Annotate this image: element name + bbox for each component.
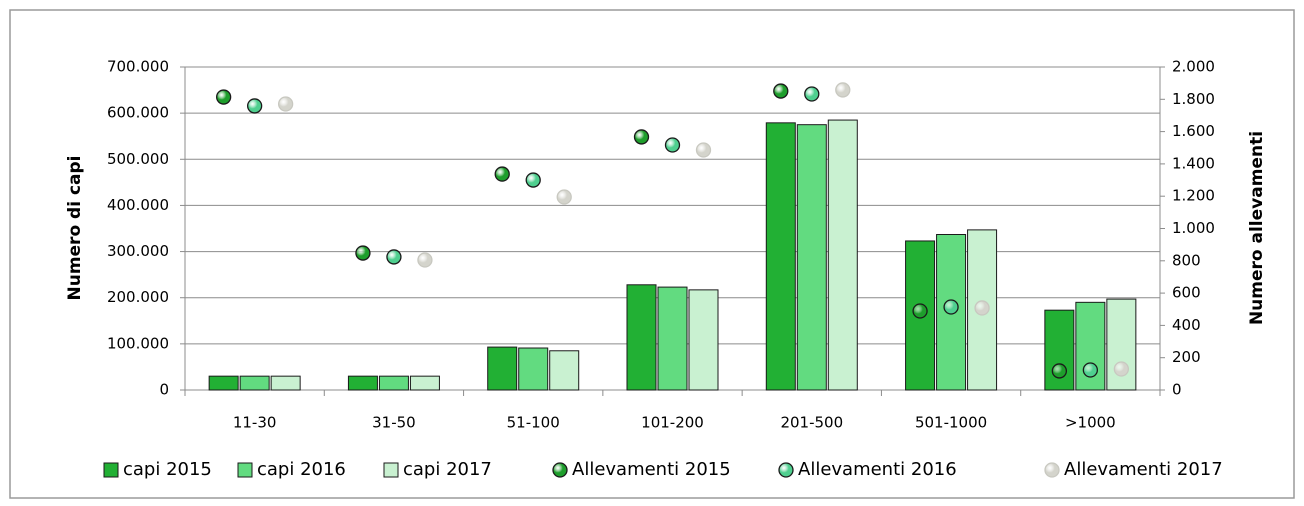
legend-marker: [1044, 462, 1060, 478]
x-tick-label: 201-500: [780, 414, 843, 432]
x-tick-label: 51-100: [507, 414, 560, 432]
bar: [378, 375, 409, 391]
point: [1051, 363, 1068, 379]
y-tick-label: 300.000: [107, 242, 169, 260]
x-tick-label: 501-1000: [915, 414, 987, 432]
y-tick-label: 500.000: [107, 150, 169, 168]
bar: [518, 347, 549, 391]
legend-label: capi 2015: [123, 459, 212, 480]
point: [804, 86, 820, 102]
legend-label: capi 2017: [403, 459, 492, 480]
y-tick-label: 400.000: [107, 196, 169, 214]
legend-label: capi 2016: [257, 459, 346, 480]
y-tick-label: 100.000: [107, 334, 169, 352]
legend-marker: [552, 462, 568, 478]
y-tick-label: 0: [159, 381, 169, 399]
legend-label: Allevamenti 2016: [798, 459, 957, 480]
point: [974, 300, 990, 316]
point: [835, 82, 851, 98]
y2-tick-label: 400: [1172, 316, 1201, 334]
bar: [688, 289, 719, 391]
bar: [827, 119, 858, 391]
point: [386, 249, 402, 265]
point: [695, 142, 712, 158]
y-tick-label: 700.000: [107, 58, 169, 76]
bar: [487, 346, 518, 391]
legend-marker: [778, 462, 794, 478]
bar: [208, 375, 239, 391]
point: [494, 166, 510, 182]
x-tick-label: 31-50: [372, 414, 416, 432]
legend-label: Allevamenti 2017: [1064, 459, 1223, 480]
legend-label: Allevamenti 2015: [572, 459, 731, 480]
point: [664, 137, 681, 153]
legend-marker: [383, 462, 399, 478]
y2-tick-label: 1.000: [1172, 219, 1215, 237]
point: [525, 172, 541, 188]
y2-tick-label: 600: [1172, 284, 1201, 302]
y2-tick-label: 2.000: [1172, 58, 1215, 76]
point: [633, 129, 650, 145]
point: [215, 89, 232, 105]
x-tick-label: >1000: [1065, 414, 1116, 432]
bar: [347, 375, 378, 391]
y2-tick-label: 1.200: [1172, 187, 1215, 205]
bar: [409, 375, 440, 391]
bar: [270, 375, 301, 391]
point: [417, 252, 433, 268]
legend-marker: [103, 462, 119, 478]
point: [556, 189, 572, 205]
bar: [626, 284, 657, 391]
bar: [796, 124, 827, 391]
bar: [765, 122, 796, 391]
y-tick-label: 600.000: [107, 104, 169, 122]
point: [277, 96, 294, 112]
point: [246, 98, 263, 114]
y2-tick-label: 1.800: [1172, 90, 1215, 108]
point: [1113, 361, 1130, 377]
bar: [1106, 298, 1137, 391]
bar: [657, 286, 688, 391]
point: [943, 299, 959, 315]
bar: [549, 350, 580, 391]
point: [1082, 362, 1099, 378]
y2-tick-label: 1.400: [1172, 154, 1215, 172]
bar: [239, 375, 270, 391]
y-axis-title: Numero di capi: [65, 155, 85, 300]
y2-tick-label: 800: [1172, 251, 1201, 269]
y-tick-label: 200.000: [107, 288, 169, 306]
point: [773, 83, 789, 99]
x-tick-label: 11-30: [233, 414, 277, 432]
y2-tick-label: 1.600: [1172, 122, 1215, 140]
y2-axis-title: Numero allevamenti: [1247, 131, 1267, 325]
y2-tick-label: 0: [1172, 381, 1182, 399]
x-tick-label: 101-200: [641, 414, 704, 432]
y2-tick-label: 200: [1172, 348, 1201, 366]
legend-marker: [237, 462, 253, 478]
point: [912, 303, 928, 319]
point: [355, 245, 371, 261]
